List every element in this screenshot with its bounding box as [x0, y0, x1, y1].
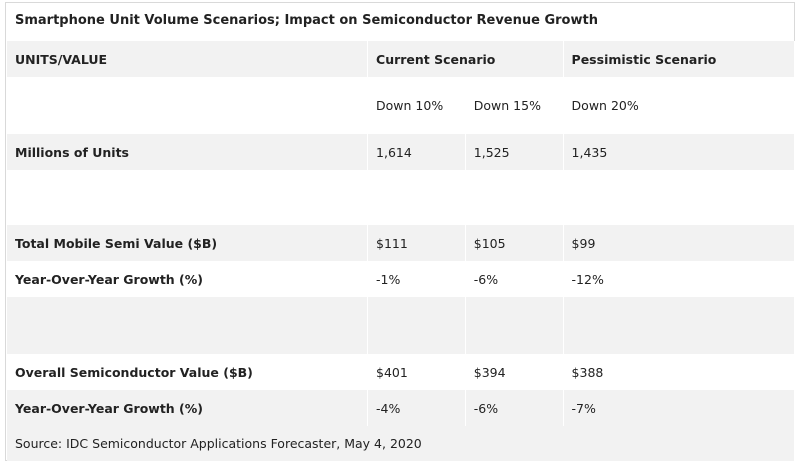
row-label: Year-Over-Year Growth (%)	[7, 390, 369, 426]
table-row: Year-Over-Year Growth (%) -4% -6% -7%	[7, 390, 795, 426]
row-label: Year-Over-Year Growth (%)	[7, 261, 369, 297]
table-row: Year-Over-Year Growth (%) -1% -6% -12%	[7, 261, 795, 297]
header-current-scenario: Current Scenario	[368, 41, 564, 77]
spacer-cell	[465, 170, 564, 225]
row-label: Total Mobile Semi Value ($B)	[7, 225, 369, 261]
subheader-cell: Down 20%	[563, 77, 795, 134]
header-pessimistic-scenario: Pessimistic Scenario	[563, 41, 795, 77]
row-value: $111	[368, 225, 466, 261]
scenario-table: UNITS/VALUE Current Scenario Pessimistic…	[7, 41, 795, 461]
table-container: Smartphone Unit Volume Scenarios; Impact…	[5, 2, 795, 461]
row-value: 1,614	[368, 134, 466, 170]
row-value: -6%	[465, 390, 564, 426]
subheader-empty	[7, 77, 369, 134]
subheader-row: Down 10% Down 15% Down 20%	[7, 77, 795, 134]
spacer-cell	[368, 297, 466, 354]
row-value: -6%	[465, 261, 564, 297]
row-value: $394	[465, 354, 564, 390]
row-value: -7%	[563, 390, 795, 426]
spacer-cell	[563, 297, 795, 354]
spacer-row	[7, 297, 795, 354]
row-value: -4%	[368, 390, 466, 426]
row-value: $388	[563, 354, 795, 390]
row-label: Millions of Units	[7, 134, 369, 170]
header-units-value: UNITS/VALUE	[7, 41, 369, 77]
row-value: $401	[368, 354, 466, 390]
spacer-row	[7, 170, 795, 225]
spacer-cell	[7, 170, 369, 225]
subheader-cell: Down 10%	[368, 77, 466, 134]
subheader-cell: Down 15%	[465, 77, 564, 134]
row-value: 1,525	[465, 134, 564, 170]
spacer-cell	[368, 170, 466, 225]
source-note: Source: IDC Semiconductor Applications F…	[7, 426, 795, 461]
row-value: -1%	[368, 261, 466, 297]
spacer-cell	[7, 297, 369, 354]
row-value: $99	[563, 225, 795, 261]
source-row: Source: IDC Semiconductor Applications F…	[7, 426, 795, 461]
spacer-cell	[563, 170, 795, 225]
table-row: Millions of Units 1,614 1,525 1,435	[7, 134, 795, 170]
row-value: -12%	[563, 261, 795, 297]
row-value: 1,435	[563, 134, 795, 170]
table-row: Overall Semiconductor Value ($B) $401 $3…	[7, 354, 795, 390]
table-title: Smartphone Unit Volume Scenarios; Impact…	[15, 13, 598, 28]
spacer-cell	[465, 297, 564, 354]
table-row: Total Mobile Semi Value ($B) $111 $105 $…	[7, 225, 795, 261]
row-value: $105	[465, 225, 564, 261]
row-label: Overall Semiconductor Value ($B)	[7, 354, 369, 390]
header-row: UNITS/VALUE Current Scenario Pessimistic…	[7, 41, 795, 77]
